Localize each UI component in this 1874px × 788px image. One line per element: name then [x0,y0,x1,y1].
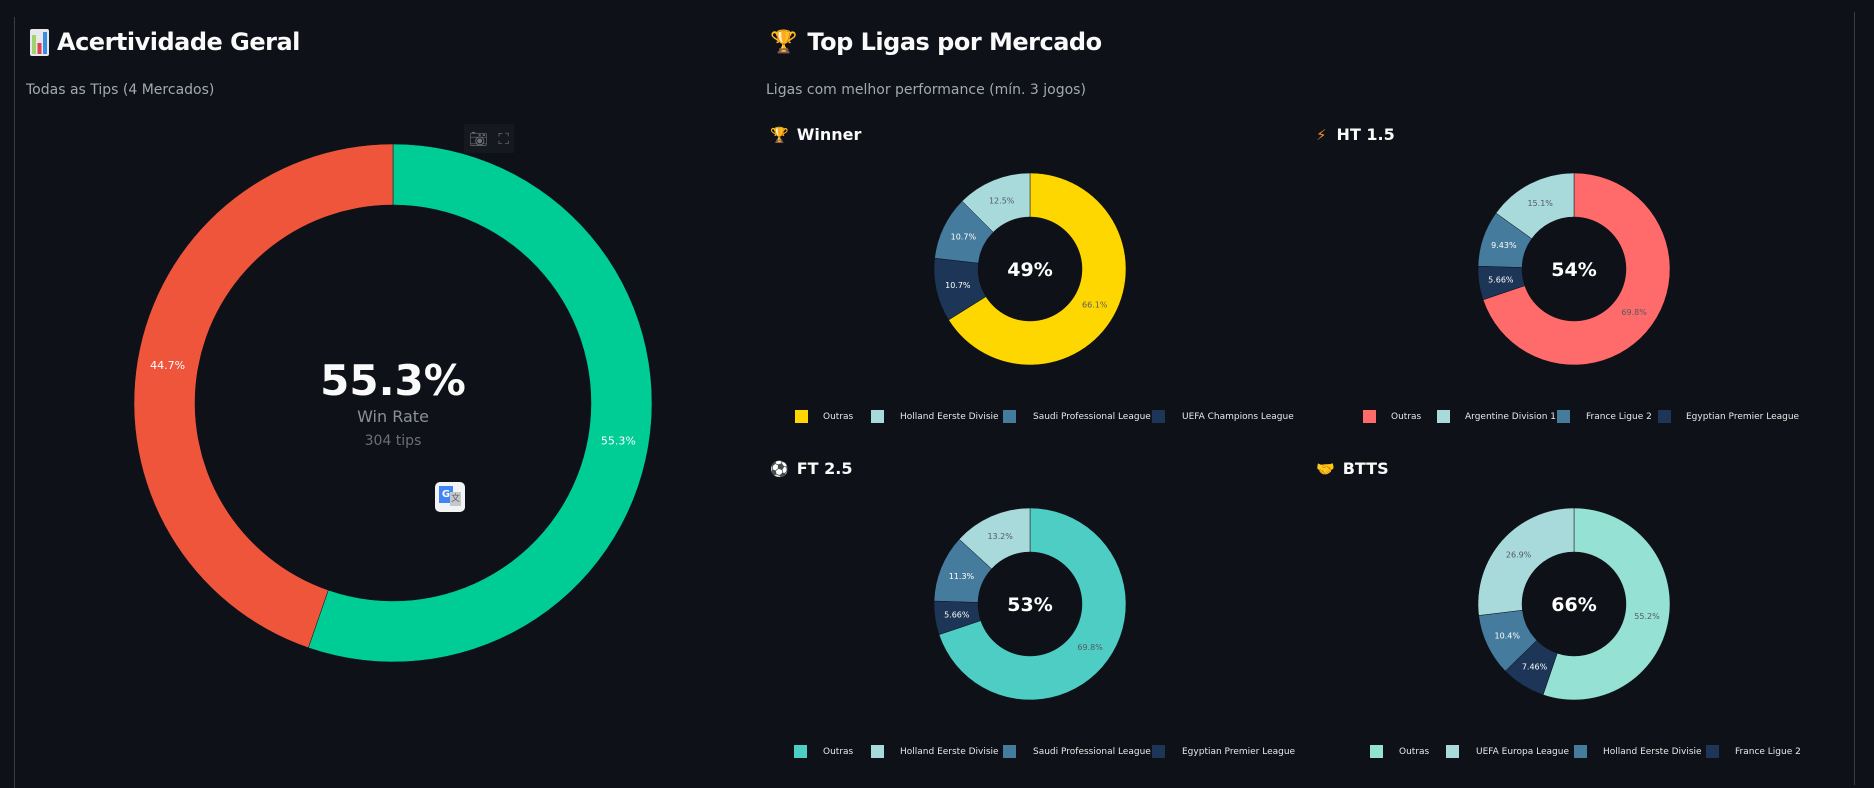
legend-label[interactable]: Argentine Division 1 [1465,412,1557,422]
donut-center-value: 66% [1551,594,1596,616]
legend-swatch[interactable] [1574,745,1587,758]
market-header-ft25: ⚽ FT 2.5 [770,459,852,478]
overall-title: Acertividade Geral [57,28,300,56]
overall-center: 55.3% Win Rate 304 tips [293,356,493,454]
slice-label: 10.4% [1495,632,1521,641]
right-border [1854,12,1855,785]
slice-label: 55.2% [1634,612,1660,621]
slice-label: 10.7% [945,281,971,290]
trophy-icon: 🏆 [770,29,798,55]
legend-label[interactable]: UEFA Champions League [1182,412,1294,422]
legend-label[interactable]: Outras [1399,747,1430,757]
slice-label: 44.7% [150,359,185,372]
slice-label: 5.66% [1488,276,1514,285]
donut-slice-win[interactable] [308,143,653,663]
leagues-title: Top Ligas por Mercado [807,28,1102,56]
legend-label[interactable]: Outras [1391,412,1422,422]
slice-label: 7.46% [1522,662,1548,671]
legend-label[interactable]: Holland Eerste Divisie [900,412,999,422]
overall-donut: 55.3% 44.7% [133,143,653,663]
slice-label: 13.2% [987,532,1013,541]
donut-slice-argentine-division-1[interactable] [1495,172,1575,240]
legend-label[interactable]: UEFA Europa League [1476,747,1569,757]
legend-swatch[interactable] [1446,745,1459,758]
legend-swatch[interactable] [1152,745,1165,758]
donut-slice-holland-eerste-divisie[interactable] [958,507,1031,570]
win-rate-label: Win Rate [357,407,429,426]
donut-center-value: 54% [1551,259,1596,281]
slice-label: 66.1% [1082,301,1108,310]
fullscreen-icon[interactable]: ⛶ [498,129,509,148]
legend-swatch[interactable] [1370,745,1383,758]
legend-swatch[interactable] [1658,410,1671,423]
win-rate-value: 55.3% [320,356,466,405]
slice-label: 69.8% [1077,643,1103,652]
legend-label[interactable]: France Ligue 2 [1735,747,1801,757]
slice-label: 15.1% [1527,199,1553,208]
bar-chart-icon [30,28,49,56]
legend-swatch[interactable] [795,410,808,423]
lightning-icon: ⚡ [1316,125,1327,144]
slice-label: 9.43% [1491,241,1517,250]
chart-toolbar: 📷︎ ⛶ [464,124,514,153]
google-translate-icon[interactable]: G 文 [435,482,465,512]
market-header-ht15: ⚡ HT 1.5 [1316,125,1395,144]
legend-label[interactable]: Holland Eerste Divisie [900,747,999,757]
legend-swatch[interactable] [1557,410,1570,423]
slice-label: 12.5% [989,196,1015,205]
slice-label: 10.7% [951,233,977,242]
camera-icon[interactable]: 📷︎ [469,129,489,148]
legend-swatch[interactable] [1152,410,1165,423]
market-header-winner: 🏆 Winner [770,125,861,144]
legend-swatch[interactable] [1363,410,1376,423]
legend-label[interactable]: France Ligue 2 [1586,412,1652,422]
legend-swatch[interactable] [871,745,884,758]
legend-label[interactable]: Egyptian Premier League [1686,412,1800,422]
slice-label: 26.9% [1506,551,1532,560]
legend-swatch[interactable] [1706,745,1719,758]
left-border [14,17,15,788]
donut-slice-loss[interactable] [133,143,394,649]
overall-header: Acertividade Geral [30,28,300,56]
slice-label: 69.8% [1621,308,1647,317]
legend-swatch[interactable] [871,410,884,423]
tips-count: 304 tips [364,433,422,449]
legend-swatch[interactable] [1003,410,1016,423]
leagues-subtitle: Ligas com melhor performance (mín. 3 jog… [766,82,1086,98]
soccer-ball-icon: ⚽ [770,459,789,478]
market-title: BTTS [1342,459,1389,478]
donut-center-value: 49% [1007,259,1052,281]
market-header-btts: 🤝 BTTS [1316,459,1389,478]
legend-swatch[interactable] [1003,745,1016,758]
donut-center-value: 53% [1007,594,1052,616]
donut-slice-outras[interactable] [938,507,1127,701]
donut-slice-outras[interactable] [1542,507,1671,701]
legend-label[interactable]: Holland Eerste Divisie [1603,747,1702,757]
market-title: FT 2.5 [796,459,853,478]
market-title: Winner [796,125,862,144]
legend-label[interactable]: Outras [823,747,854,757]
trophy-icon: 🏆 [770,125,789,144]
market-title: HT 1.5 [1336,125,1395,144]
donut-slice-outras[interactable] [1482,172,1671,366]
legend-label[interactable]: Outras [823,412,854,422]
legend-label[interactable]: Saudi Professional League [1033,412,1151,422]
legend-label[interactable]: Saudi Professional League [1033,747,1151,757]
overall-subtitle: Todas as Tips (4 Mercados) [26,82,215,98]
slice-label: 5.66% [944,611,970,620]
legend-label[interactable]: Egyptian Premier League [1182,747,1296,757]
slice-label: 11.3% [949,572,975,581]
donut-slice-holland-eerste-divisie[interactable] [961,172,1031,233]
handshake-icon: 🤝 [1316,459,1335,478]
legend-swatch[interactable] [794,745,807,758]
leagues-header: 🏆 Top Ligas por Mercado [770,28,1102,56]
slice-label: 55.3% [601,435,636,448]
donut-slice-outras[interactable] [948,172,1127,366]
donut-slice-uefa-europa-league[interactable] [1477,507,1575,616]
legend-swatch[interactable] [1437,410,1450,423]
